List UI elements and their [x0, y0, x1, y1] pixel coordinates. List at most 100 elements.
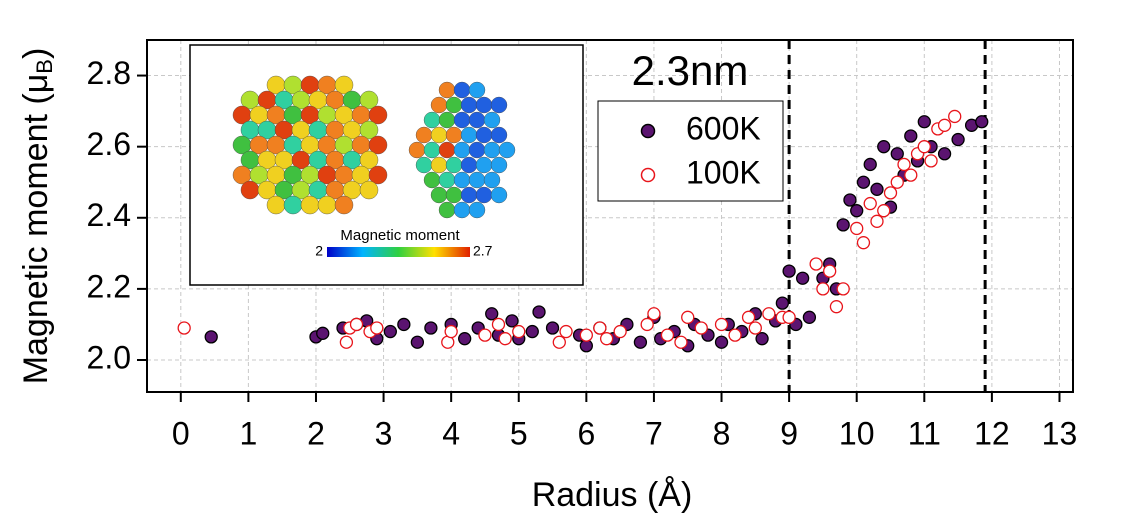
y-axis-label-main: Magnetic moment (μ	[17, 74, 55, 385]
inset-atom	[490, 186, 508, 204]
inset-atom	[483, 141, 501, 159]
point	[951, 132, 965, 147]
point	[545, 321, 560, 335]
point	[748, 321, 762, 335]
point	[512, 324, 526, 339]
inset-atom	[359, 180, 379, 200]
inset-atom	[423, 111, 441, 129]
inset-atom	[490, 156, 508, 174]
point	[890, 175, 904, 189]
point	[850, 204, 864, 218]
point	[410, 335, 425, 349]
point	[829, 300, 844, 314]
x-tick-label: 13	[1042, 415, 1078, 451]
inset-atom	[415, 156, 433, 174]
inset-atom	[240, 180, 260, 200]
inset-atom	[453, 111, 471, 129]
inset-atom	[453, 81, 471, 99]
point	[890, 147, 904, 161]
legend-marker	[640, 167, 656, 183]
inset-atom	[445, 156, 463, 174]
point	[532, 305, 546, 319]
inset-atom	[317, 195, 337, 215]
point	[870, 214, 884, 228]
point	[579, 328, 593, 342]
point	[762, 307, 776, 321]
inset-atom	[438, 111, 456, 129]
inset-atom	[430, 186, 448, 204]
inset-atom	[368, 165, 388, 185]
point	[552, 335, 566, 349]
point	[714, 317, 729, 332]
point	[782, 264, 796, 278]
x-tick-label: 3	[375, 415, 393, 451]
point	[937, 147, 952, 161]
inset-atom	[490, 96, 508, 114]
point	[741, 310, 756, 324]
point	[491, 317, 506, 332]
inset-atom	[423, 141, 441, 159]
point	[823, 264, 837, 278]
point	[681, 310, 695, 324]
point	[850, 221, 864, 236]
point	[755, 332, 769, 346]
point	[505, 314, 519, 328]
point	[204, 330, 218, 344]
inset-atom	[368, 105, 388, 125]
point	[843, 193, 857, 207]
colorbar-max: 2.7	[473, 243, 493, 259]
point	[559, 324, 573, 339]
point	[877, 204, 891, 218]
inset-atom	[475, 156, 493, 174]
point	[599, 332, 614, 346]
y-axis-label: Magnetic moment (μB)	[17, 48, 57, 385]
y-tick-label: 2.6	[87, 126, 131, 162]
point	[917, 140, 931, 154]
inset-atom	[498, 141, 516, 159]
x-tick-label: 11	[908, 415, 941, 451]
y-axis-label-sub: B	[32, 59, 57, 74]
inset: Magnetic moment 2 2.7	[189, 44, 584, 286]
plot	[177, 40, 989, 392]
point	[937, 118, 952, 132]
inset-atom	[334, 195, 354, 215]
point	[370, 321, 384, 335]
point	[836, 282, 850, 296]
point	[775, 296, 790, 310]
inset-atom	[430, 96, 448, 114]
inset-atom	[359, 90, 379, 110]
point	[177, 321, 191, 335]
inset-atom	[468, 171, 486, 189]
inset-atom	[468, 141, 486, 159]
point	[383, 324, 397, 339]
point	[498, 332, 512, 346]
point	[948, 109, 962, 124]
point	[904, 129, 918, 143]
point	[397, 317, 411, 332]
point	[795, 271, 810, 285]
x-tick-label: 10	[839, 415, 875, 451]
inset-atom	[430, 126, 448, 144]
inset-atom	[266, 195, 286, 215]
point	[458, 332, 472, 346]
inset-atom	[368, 135, 388, 155]
x-tick-label: 8	[713, 415, 731, 451]
inset-atom	[359, 120, 379, 140]
point	[816, 282, 830, 296]
x-tick-label: 0	[172, 415, 190, 451]
inset-atom	[468, 111, 486, 129]
legend-label: 600K	[686, 110, 761, 146]
point	[613, 324, 627, 339]
inset-atom	[490, 126, 508, 144]
x-tick-label: 7	[645, 415, 663, 451]
inset-atom	[359, 150, 379, 170]
inset-atom	[475, 186, 493, 204]
colorbar	[327, 247, 470, 257]
point	[640, 317, 654, 332]
point	[897, 157, 911, 172]
inset-atom	[438, 171, 456, 189]
point	[863, 196, 877, 211]
inset-atom	[408, 141, 426, 159]
point	[856, 236, 871, 250]
inset-atom	[423, 171, 441, 189]
